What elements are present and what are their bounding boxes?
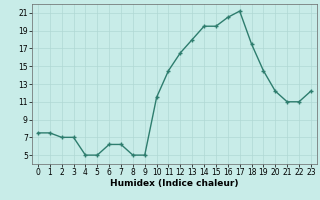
X-axis label: Humidex (Indice chaleur): Humidex (Indice chaleur) [110, 179, 239, 188]
